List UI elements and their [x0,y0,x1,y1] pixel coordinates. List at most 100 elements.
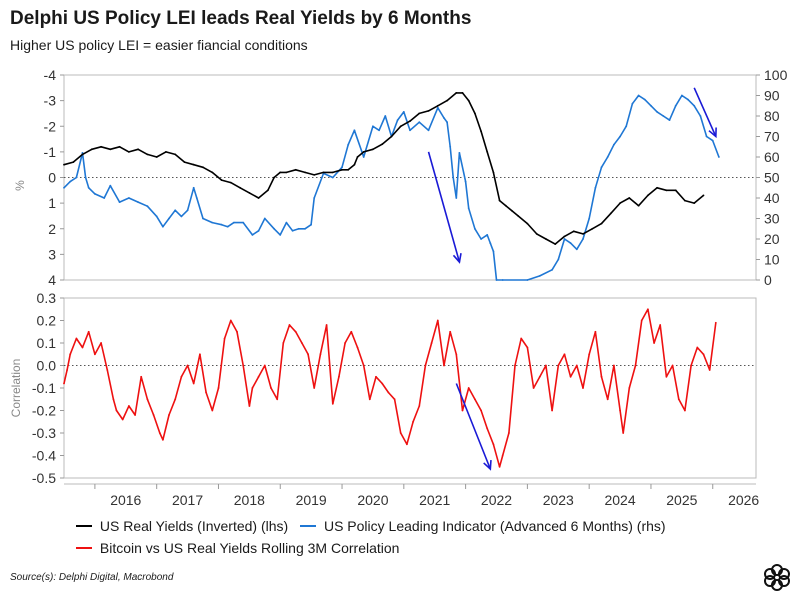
top-annotation-arrow-head [708,127,717,139]
legend-item-lei: US Policy Leading Indicator (Advanced 6 … [300,515,666,537]
series-lei-line-point [220,223,223,226]
series-lei-line-point [137,201,140,204]
x-tick-label: 2026 [728,492,759,508]
series-correlation-line-point [520,337,523,340]
series-lei-line-point [372,125,374,128]
series-real-yields-line-point [619,202,621,205]
series-correlation-line-point [430,342,433,344]
series-correlation-line-point [288,324,291,326]
series-correlation-line-point [393,398,396,401]
x-tick-label: 2021 [419,492,450,508]
series-correlation-line-point [192,382,195,385]
series-lei-line-point [668,119,671,121]
series-lei-line-point [396,119,399,121]
series-correlation-line-point [467,387,470,389]
series-real-yields-line-point [511,209,513,212]
series-lei-line-point [94,193,96,195]
series-real-yields-line-point [165,151,167,153]
series-correlation-line-point [501,454,504,457]
series-lei-line-point [538,275,541,277]
series-correlation-line-point [344,342,346,344]
series-correlation-line-point [307,353,309,356]
series-lei-line-point [155,215,158,218]
series-correlation-line-point [684,409,686,412]
bottom-tick-label: -0.4 [32,448,56,464]
series-correlation-line-point [557,364,560,367]
series-correlation-line-point [362,364,365,367]
series-lei-line-point [211,221,214,224]
series-correlation-line-point [75,337,78,340]
series-real-yields-line-point [390,135,393,138]
series-correlation-line-point [486,427,489,430]
series-lei-line-point [362,156,365,158]
series-lei-line-point [625,125,628,128]
series-lei-line-point [263,217,266,220]
series-real-yields-line-point [665,189,668,192]
series-real-yields-line-point [279,171,282,174]
top-left-tick-label: 1 [48,195,56,211]
top-right-tick-label: 80 [764,108,780,124]
series-real-yields-line-point [702,194,705,197]
series-real-yields-line-point [155,156,158,158]
series-real-yields-line-point [684,199,686,202]
bottom-tick-label: 0.3 [37,290,57,306]
series-correlation-line-point [498,465,501,468]
series-lei-line-point [195,197,198,199]
series-correlation-line-point [424,364,427,367]
bottom-annotation-arrow-head [483,459,492,471]
series-lei-line-point [699,115,702,117]
series-real-yields-line-point [572,230,575,233]
series-lei-line-point [637,94,640,97]
series-correlation-line-point [406,443,408,446]
series-correlation-line-point [492,443,495,446]
series-lei-line-point [84,176,87,179]
top-right-tick-label: 10 [764,252,780,268]
series-correlation-line-point [412,420,414,423]
series-real-yields-line-point [535,233,538,235]
series-lei-line-point [168,217,170,220]
top-right-tick-label: 30 [764,211,780,227]
series-correlation-line-point [702,353,705,356]
top-annotation-arrow [427,151,461,263]
series-correlation-line-point [162,438,164,441]
series-real-yields-line-point [294,168,297,171]
series-real-yields-line-point [504,204,507,207]
series-lei-line-point [353,129,356,132]
series-correlation-line-point [134,414,137,416]
series-lei-line-point [619,135,621,138]
series-lei-line-point [310,223,312,226]
series-real-yields-line [63,92,705,245]
series-lei-line-point [313,197,316,199]
series-real-yields-line-point [285,171,288,174]
series-correlation-line-point [677,398,680,401]
series-real-yields-line-point [554,243,557,246]
series-real-yields-line-point [480,130,482,133]
series-real-yields-line-point [591,227,594,230]
series-real-yields-line-point [381,143,384,146]
series-lei-line-point [582,238,584,240]
series-real-yields-line-point [545,238,547,240]
series-correlation-line-point [461,409,464,412]
series-lei-line-point [418,121,421,124]
series-lei-line-point [186,209,189,212]
series-real-yields-line-point [273,176,275,179]
series-real-yields-line-point [526,222,529,225]
series-real-yields-line-point [118,145,121,148]
series-correlation-line-point [714,321,717,324]
series-lei-line-point [291,229,294,232]
series-correlation-line-point [199,353,201,356]
top-left-tick-label: 2 [48,221,56,237]
series-real-yields-line-point [517,215,519,217]
series-correlation-line-point [270,387,272,389]
series-correlation-line-point [168,414,170,416]
series-real-yields-line-point [229,181,232,184]
series-correlation-line-point [600,375,603,378]
series-lei-line-point [458,152,461,154]
series-lei-line-point [705,135,708,138]
series-lei-line-point [87,186,90,189]
series-correlation-line-point [606,398,609,401]
series-lei-line-point [449,145,452,148]
series-correlation-line-point [526,346,529,349]
series-lei-line-point [486,234,489,236]
series-real-yields-line-point [322,171,325,174]
